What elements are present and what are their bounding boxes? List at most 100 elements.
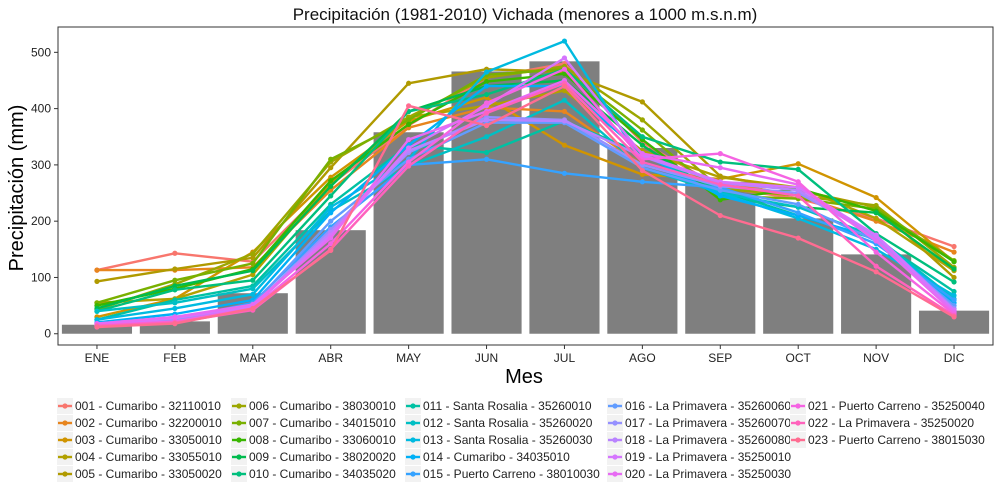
series-point	[795, 166, 801, 172]
series-point	[639, 179, 645, 185]
series-point	[873, 215, 879, 221]
y-axis-label: Precipitación (mm)	[6, 105, 28, 272]
legend-key-point	[410, 454, 416, 460]
legend-label: 008 - Cumaribo - 33060010	[249, 433, 396, 447]
series-point	[639, 117, 645, 123]
legend-key-point	[62, 471, 68, 477]
legend-item: 003 - Cumaribo - 33050010	[57, 432, 222, 448]
legend-key-point	[612, 454, 618, 460]
x-axis-label: Mes	[505, 366, 543, 388]
x-tick-label: FEB	[163, 351, 186, 365]
series-point	[717, 159, 723, 165]
legend-key-point	[612, 437, 618, 443]
y-axis: 0 100 200 300 400 500	[31, 45, 58, 341]
legend-key-point	[410, 471, 416, 477]
legend-label: 021 - Puerto Carreno - 35250040	[808, 399, 985, 413]
legend-label: 012 - Santa Rosalia - 35260020	[423, 416, 593, 430]
series-point	[172, 266, 178, 272]
series-point	[328, 204, 334, 210]
series-point	[94, 324, 100, 330]
series-point	[951, 274, 957, 281]
series-point	[951, 288, 957, 295]
series-point	[873, 194, 879, 201]
legend-item: 002 - Cumaribo - 32200010	[57, 415, 222, 431]
x-tick-label: OCT	[786, 351, 812, 365]
series-point	[795, 193, 801, 199]
legend-item: 005 - Cumaribo - 33050020	[57, 466, 222, 482]
series-point	[483, 83, 490, 89]
series-point	[873, 249, 879, 255]
legend-item: 018 - La Primavera - 35260080	[607, 432, 791, 448]
series-point	[561, 55, 568, 61]
series-point	[639, 151, 645, 157]
y-tick-label: 0	[44, 327, 51, 341]
series-point	[172, 321, 178, 327]
legend-item: 021 - Puerto Carreno - 35250040	[790, 398, 985, 414]
series-23	[94, 83, 957, 330]
series-point	[94, 267, 100, 273]
series-point	[873, 238, 879, 244]
legend-label: 004 - Cumaribo - 33055010	[75, 450, 222, 464]
legend-label: 009 - Cumaribo - 38020020	[249, 450, 396, 464]
x-tick-label: NOV	[863, 351, 889, 365]
series-point	[328, 235, 334, 241]
series-point	[795, 201, 801, 207]
series-point	[951, 279, 957, 285]
y-tick-label: 100	[31, 270, 51, 284]
x-tick-label: ABR	[318, 351, 343, 365]
series-point	[951, 297, 957, 303]
series-point	[717, 212, 723, 219]
series-point	[717, 181, 723, 188]
bars-layer	[61, 61, 990, 334]
bar-sep	[685, 181, 756, 334]
legend-label: 003 - Cumaribo - 33050010	[75, 433, 222, 447]
series-point	[483, 100, 490, 106]
legend-label: 002 - Cumaribo - 32200010	[75, 416, 222, 430]
legend-item: 008 - Cumaribo - 33060010	[231, 432, 396, 448]
series-point	[483, 156, 490, 162]
series-point	[483, 69, 490, 75]
series-point	[406, 163, 412, 169]
legend-key-point	[236, 454, 242, 460]
series-point	[250, 251, 256, 257]
series-point	[483, 117, 490, 123]
series-point	[172, 305, 178, 312]
legend-label: 023 - Puerto Carreno - 38015030	[808, 433, 985, 447]
series-point	[328, 183, 334, 189]
series-point	[172, 250, 178, 256]
legend-item: 007 - Cumaribo - 34015010	[231, 415, 396, 431]
legend-key-point	[236, 471, 242, 477]
series-point	[795, 210, 801, 216]
x-tick-label: SEP	[708, 351, 732, 365]
legend-label: 014 - Cumaribo - 34035010	[423, 450, 570, 464]
legend-item: 022 - La Primavera - 35250020	[790, 415, 974, 431]
legend-key-point	[795, 437, 801, 443]
series-point	[639, 142, 645, 148]
legend-item: 014 - Cumaribo - 34035010	[405, 449, 570, 465]
legend-item: 017 - La Primavera - 35260070	[607, 415, 791, 431]
legend-key-point	[410, 420, 416, 426]
series-point	[717, 197, 723, 203]
legend-key-point	[236, 420, 242, 426]
series-point	[561, 170, 568, 176]
x-tick-label: DIC	[944, 351, 965, 365]
series-point	[561, 118, 568, 124]
series-point	[639, 159, 645, 165]
series-point	[172, 277, 178, 283]
series-point	[328, 241, 334, 247]
legend-label: 010 - Cumaribo - 34035020	[249, 467, 396, 481]
series-point	[561, 38, 568, 44]
series-point	[94, 278, 100, 284]
series-point	[328, 247, 334, 254]
series-point	[250, 305, 256, 312]
legend-key-point	[795, 403, 801, 409]
legend-item: 013 - Santa Rosalia - 35260030	[405, 432, 593, 448]
legend-label: 015 - Puerto Carreno - 38010030	[423, 467, 600, 481]
legend-key-point	[612, 420, 618, 426]
x-tick-label: ENE	[85, 351, 110, 365]
series-point	[483, 134, 490, 140]
legend-label: 022 - La Primavera - 35250020	[808, 416, 974, 430]
legend-item: 006 - Cumaribo - 38030010	[231, 398, 396, 414]
series-point	[328, 178, 334, 184]
series-point	[250, 255, 256, 261]
